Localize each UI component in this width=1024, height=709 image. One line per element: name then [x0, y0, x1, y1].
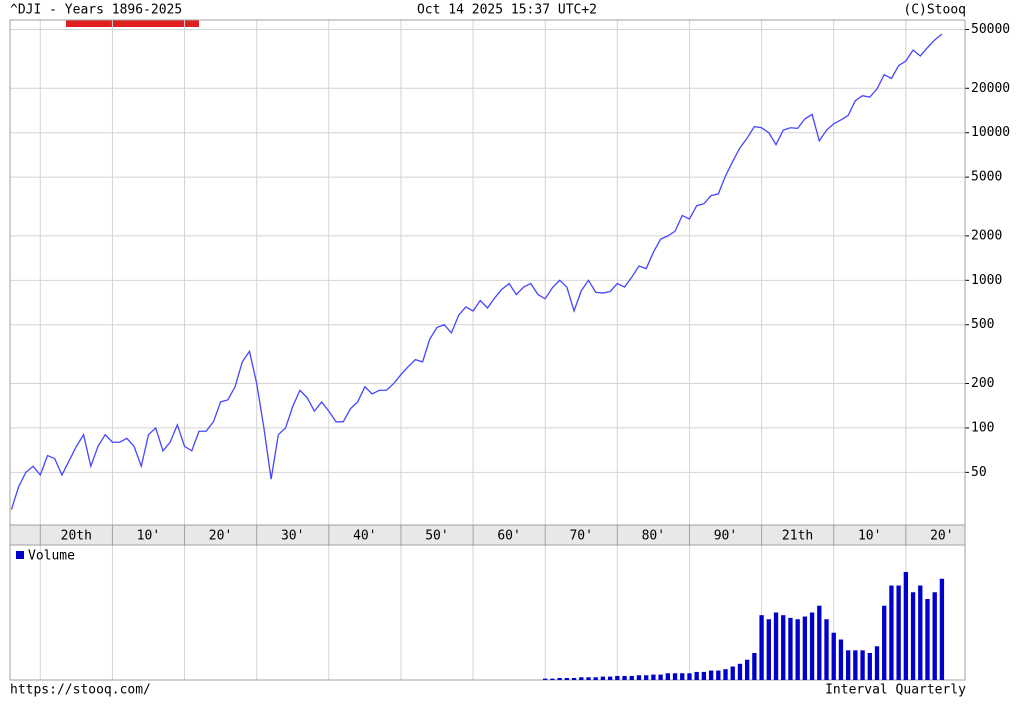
volume-bar [874, 646, 880, 680]
x-tick-label: 70' [569, 529, 592, 544]
volume-bar [586, 677, 591, 680]
volume-bar [636, 675, 642, 680]
x-tick-label: 20' [209, 529, 232, 544]
chart-title: ^DJI - Years 1896-2025 [10, 3, 182, 18]
volume-bar [925, 599, 930, 680]
price-line [10, 33, 943, 510]
volume-bar [853, 650, 858, 680]
x-tick-label: 10' [137, 529, 160, 544]
volume-bar [543, 678, 548, 680]
volume-frame [9, 544, 966, 681]
volume-bar [701, 671, 707, 680]
volume-bar [838, 639, 844, 680]
volume-bar [680, 673, 685, 680]
volume-bar [910, 592, 916, 680]
y-tick-label: 5000 [971, 170, 1002, 185]
volume-bar [600, 676, 606, 680]
volume-bar [903, 572, 909, 680]
volume-bar [564, 677, 570, 680]
volume-bar [579, 677, 584, 680]
volume-bar [752, 653, 757, 680]
x-tick-label: 50' [425, 529, 448, 544]
plot-frame [9, 19, 966, 526]
volume-bar [557, 677, 562, 680]
legend-swatch [16, 551, 24, 559]
volume-bar [809, 612, 815, 680]
volume-bar [867, 653, 872, 680]
volume-bar [607, 676, 613, 680]
y-tick-label: 200 [971, 376, 994, 391]
y-tick-label: 20000 [971, 81, 1010, 96]
y-tick-label: 500 [971, 317, 994, 332]
x-tick-label: 80' [642, 529, 665, 544]
interval: Interval Quarterly [825, 683, 966, 698]
range-indicator [66, 20, 199, 27]
volume-bar [550, 678, 555, 680]
y-tick-label: 1000 [971, 273, 1002, 288]
y-tick-label: 2000 [971, 228, 1002, 243]
volume-bar [730, 666, 735, 680]
volume-bar [571, 677, 577, 680]
volume-bar [882, 605, 887, 680]
volume-bar [716, 670, 721, 680]
x-tick-label: 30' [281, 529, 304, 544]
y-tick-label: 100 [971, 420, 994, 435]
x-tick-label: 90' [714, 529, 737, 544]
timestamp: Oct 14 2025 15:37 UTC+2 [417, 3, 597, 18]
volume-bar [665, 673, 670, 680]
credit: (C)Stooq [903, 3, 966, 18]
x-tick-label: 21th [782, 529, 813, 544]
x-tick-label: 40' [353, 529, 376, 544]
y-tick-label: 10000 [971, 125, 1010, 140]
y-tick-label: 50000 [971, 22, 1010, 37]
volume-bar [593, 677, 598, 680]
volume-bar [759, 615, 764, 680]
volume-bar [737, 663, 743, 680]
volume-bar [629, 675, 634, 680]
x-tick-label: 10' [858, 529, 881, 544]
volume-bar [672, 673, 678, 680]
volume-bar [939, 578, 945, 680]
volume-bar [766, 619, 771, 680]
x-tick-label: 20' [930, 529, 953, 544]
volume-bar [687, 673, 692, 680]
volume-bar [694, 671, 699, 680]
volume-bar [932, 592, 937, 680]
volume-bar [745, 659, 750, 680]
volume-bar [896, 585, 901, 680]
volume-bar [622, 675, 627, 680]
volume-bar [644, 675, 649, 680]
volume-bar [831, 632, 836, 680]
legend-label: Volume [28, 549, 75, 564]
y-tick-label: 50 [971, 465, 987, 480]
volume-bar [802, 616, 808, 680]
volume-bar [845, 650, 851, 680]
volume-bar [795, 619, 800, 680]
volume-bar [708, 670, 714, 680]
volume-bar [651, 674, 656, 680]
volume-bar [781, 615, 786, 680]
volume-bar [723, 669, 728, 680]
volume-bar [860, 650, 865, 680]
footer-url[interactable]: https://stooq.com/ [10, 683, 151, 698]
volume-bar [773, 612, 779, 680]
volume-bar [889, 585, 894, 680]
volume-bar [824, 619, 829, 680]
volume-bar [817, 605, 822, 680]
x-tick-label: 60' [497, 529, 520, 544]
volume-bar [658, 674, 663, 680]
x-tick-label: 20th [61, 529, 92, 544]
volume-bar [788, 617, 793, 680]
volume-bar [918, 585, 923, 680]
volume-bar [615, 675, 620, 680]
